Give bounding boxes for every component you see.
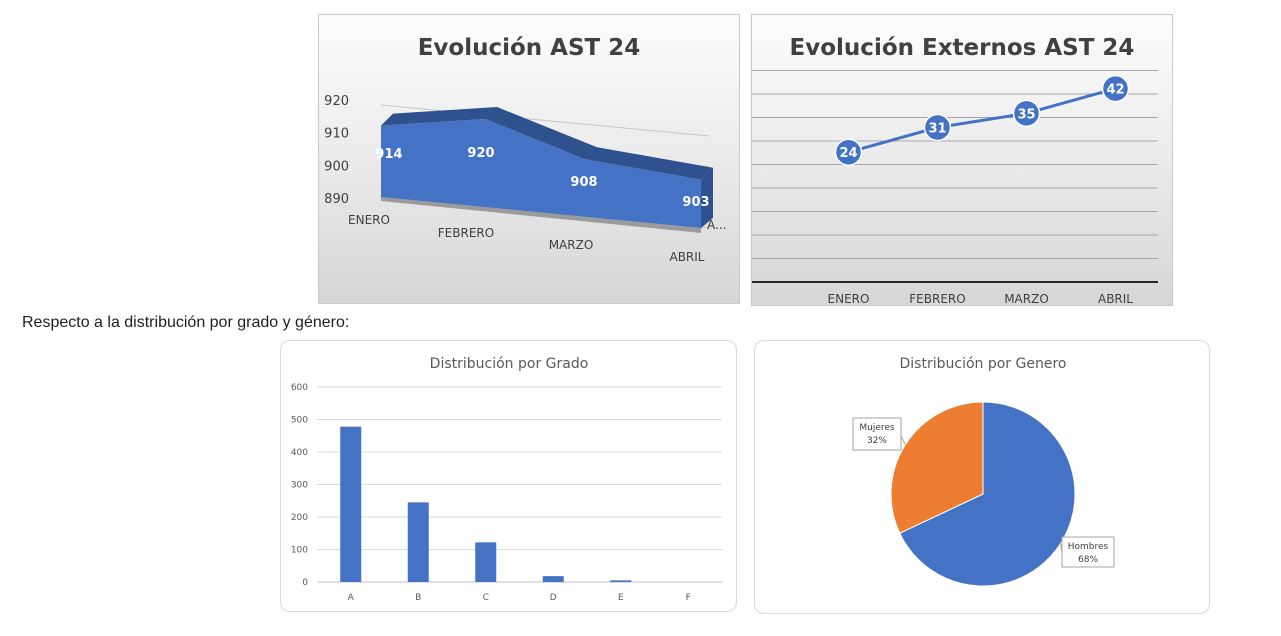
leader-line (900, 435, 906, 445)
data-label: 42 (1106, 83, 1124, 98)
chart-panel-genero: Distribución por Genero Hombres 68% Mujere… (754, 340, 1210, 614)
data-label: 914 (375, 147, 402, 162)
x-tick-label: F (686, 593, 691, 603)
x-tick-label: ABRIL (1098, 292, 1133, 306)
x-tick-label: FEBRERO (909, 292, 965, 306)
pie-slice (890, 401, 984, 534)
y-tick-label: 200 (291, 513, 308, 523)
pie-label-percent: 68% (1078, 555, 1098, 565)
x-tick-label: ENERO (348, 213, 390, 227)
area-series (381, 119, 701, 228)
line-series (848, 87, 1116, 154)
area-top-face (381, 107, 713, 180)
bar (407, 502, 429, 582)
pie-label-name: Hombres (1068, 542, 1109, 552)
x-tick-label: MARZO (549, 238, 594, 252)
data-label: 31 (928, 121, 946, 136)
chart-title: Distribución por Grado (430, 356, 589, 372)
data-point (834, 138, 863, 166)
y-tick-label: 920 (324, 94, 349, 109)
x-tick-label: FEBRERO (438, 226, 494, 240)
chart-title: Evolución AST 24 (418, 35, 641, 61)
pie-slice (899, 401, 1076, 587)
data-callout (852, 417, 902, 451)
data-point (1101, 74, 1130, 103)
data-label: 903 (682, 195, 709, 210)
pie-chart-genero: Distribución por Genero Hombres 68% Mujere… (852, 356, 1115, 587)
chart-title: Distribución por Genero (900, 356, 1067, 372)
y-tick-label: 900 (324, 159, 349, 174)
bar (475, 542, 497, 582)
x-tick-label: E (618, 593, 624, 603)
chart-floor (381, 197, 701, 233)
bar (610, 580, 632, 582)
chart-panel-externos: Evolución Externos AST 24 24 ENERO 31 FEBRE… (751, 14, 1173, 306)
chart-panel-grado: Distribución por Grado 0 100 200 300 400 500 6… (280, 340, 737, 612)
data-label: 24 (839, 146, 857, 161)
y-tick-label: 400 (291, 448, 308, 458)
bar-chart-grado: Distribución por Grado 0 100 200 300 400 500 6… (291, 356, 722, 603)
gridline (380, 104, 710, 137)
data-point (1012, 99, 1041, 128)
area-chart-ast: Evolución AST 24 890 900 910 920 914 920 908 90… (324, 35, 726, 264)
data-label: 35 (1017, 107, 1035, 122)
data-label: 920 (467, 146, 494, 161)
chart-panel-ast: Evolución AST 24 890 900 910 920 914 920 908 90… (318, 14, 740, 304)
y-tick-label: 500 (291, 416, 308, 426)
bar (542, 576, 564, 582)
y-tick-label: 600 (291, 383, 308, 393)
x-tick-label: A (348, 593, 355, 603)
x-tick-label: ABRIL (669, 250, 704, 264)
data-label: 908 (570, 175, 597, 190)
x-tick-label: D (550, 593, 557, 603)
x-tick-label: C (483, 593, 489, 603)
data-callout (1061, 536, 1115, 568)
x-tick-label-truncated: A... (707, 218, 726, 232)
x-tick-label: B (415, 593, 421, 603)
area-side-face (701, 167, 713, 228)
pie-label-name: Mujeres (859, 423, 895, 433)
y-tick-label: 0 (302, 578, 308, 588)
x-tick-label: MARZO (1004, 292, 1049, 306)
line-chart-externos: Evolución Externos AST 24 24 ENERO 31 FEBRE… (752, 35, 1158, 306)
y-tick-label: 300 (291, 481, 308, 491)
pie-label-percent: 32% (867, 436, 887, 446)
x-tick-label: ENERO (828, 292, 870, 306)
intro-sentence: Respecto a la distribución por grado y g… (22, 314, 350, 331)
bar (340, 426, 362, 582)
y-tick-label: 910 (324, 127, 349, 142)
y-tick-label: 890 (324, 192, 349, 207)
y-tick-label: 100 (291, 546, 308, 556)
chart-title: Evolución Externos AST 24 (790, 35, 1135, 61)
data-point (923, 113, 952, 142)
